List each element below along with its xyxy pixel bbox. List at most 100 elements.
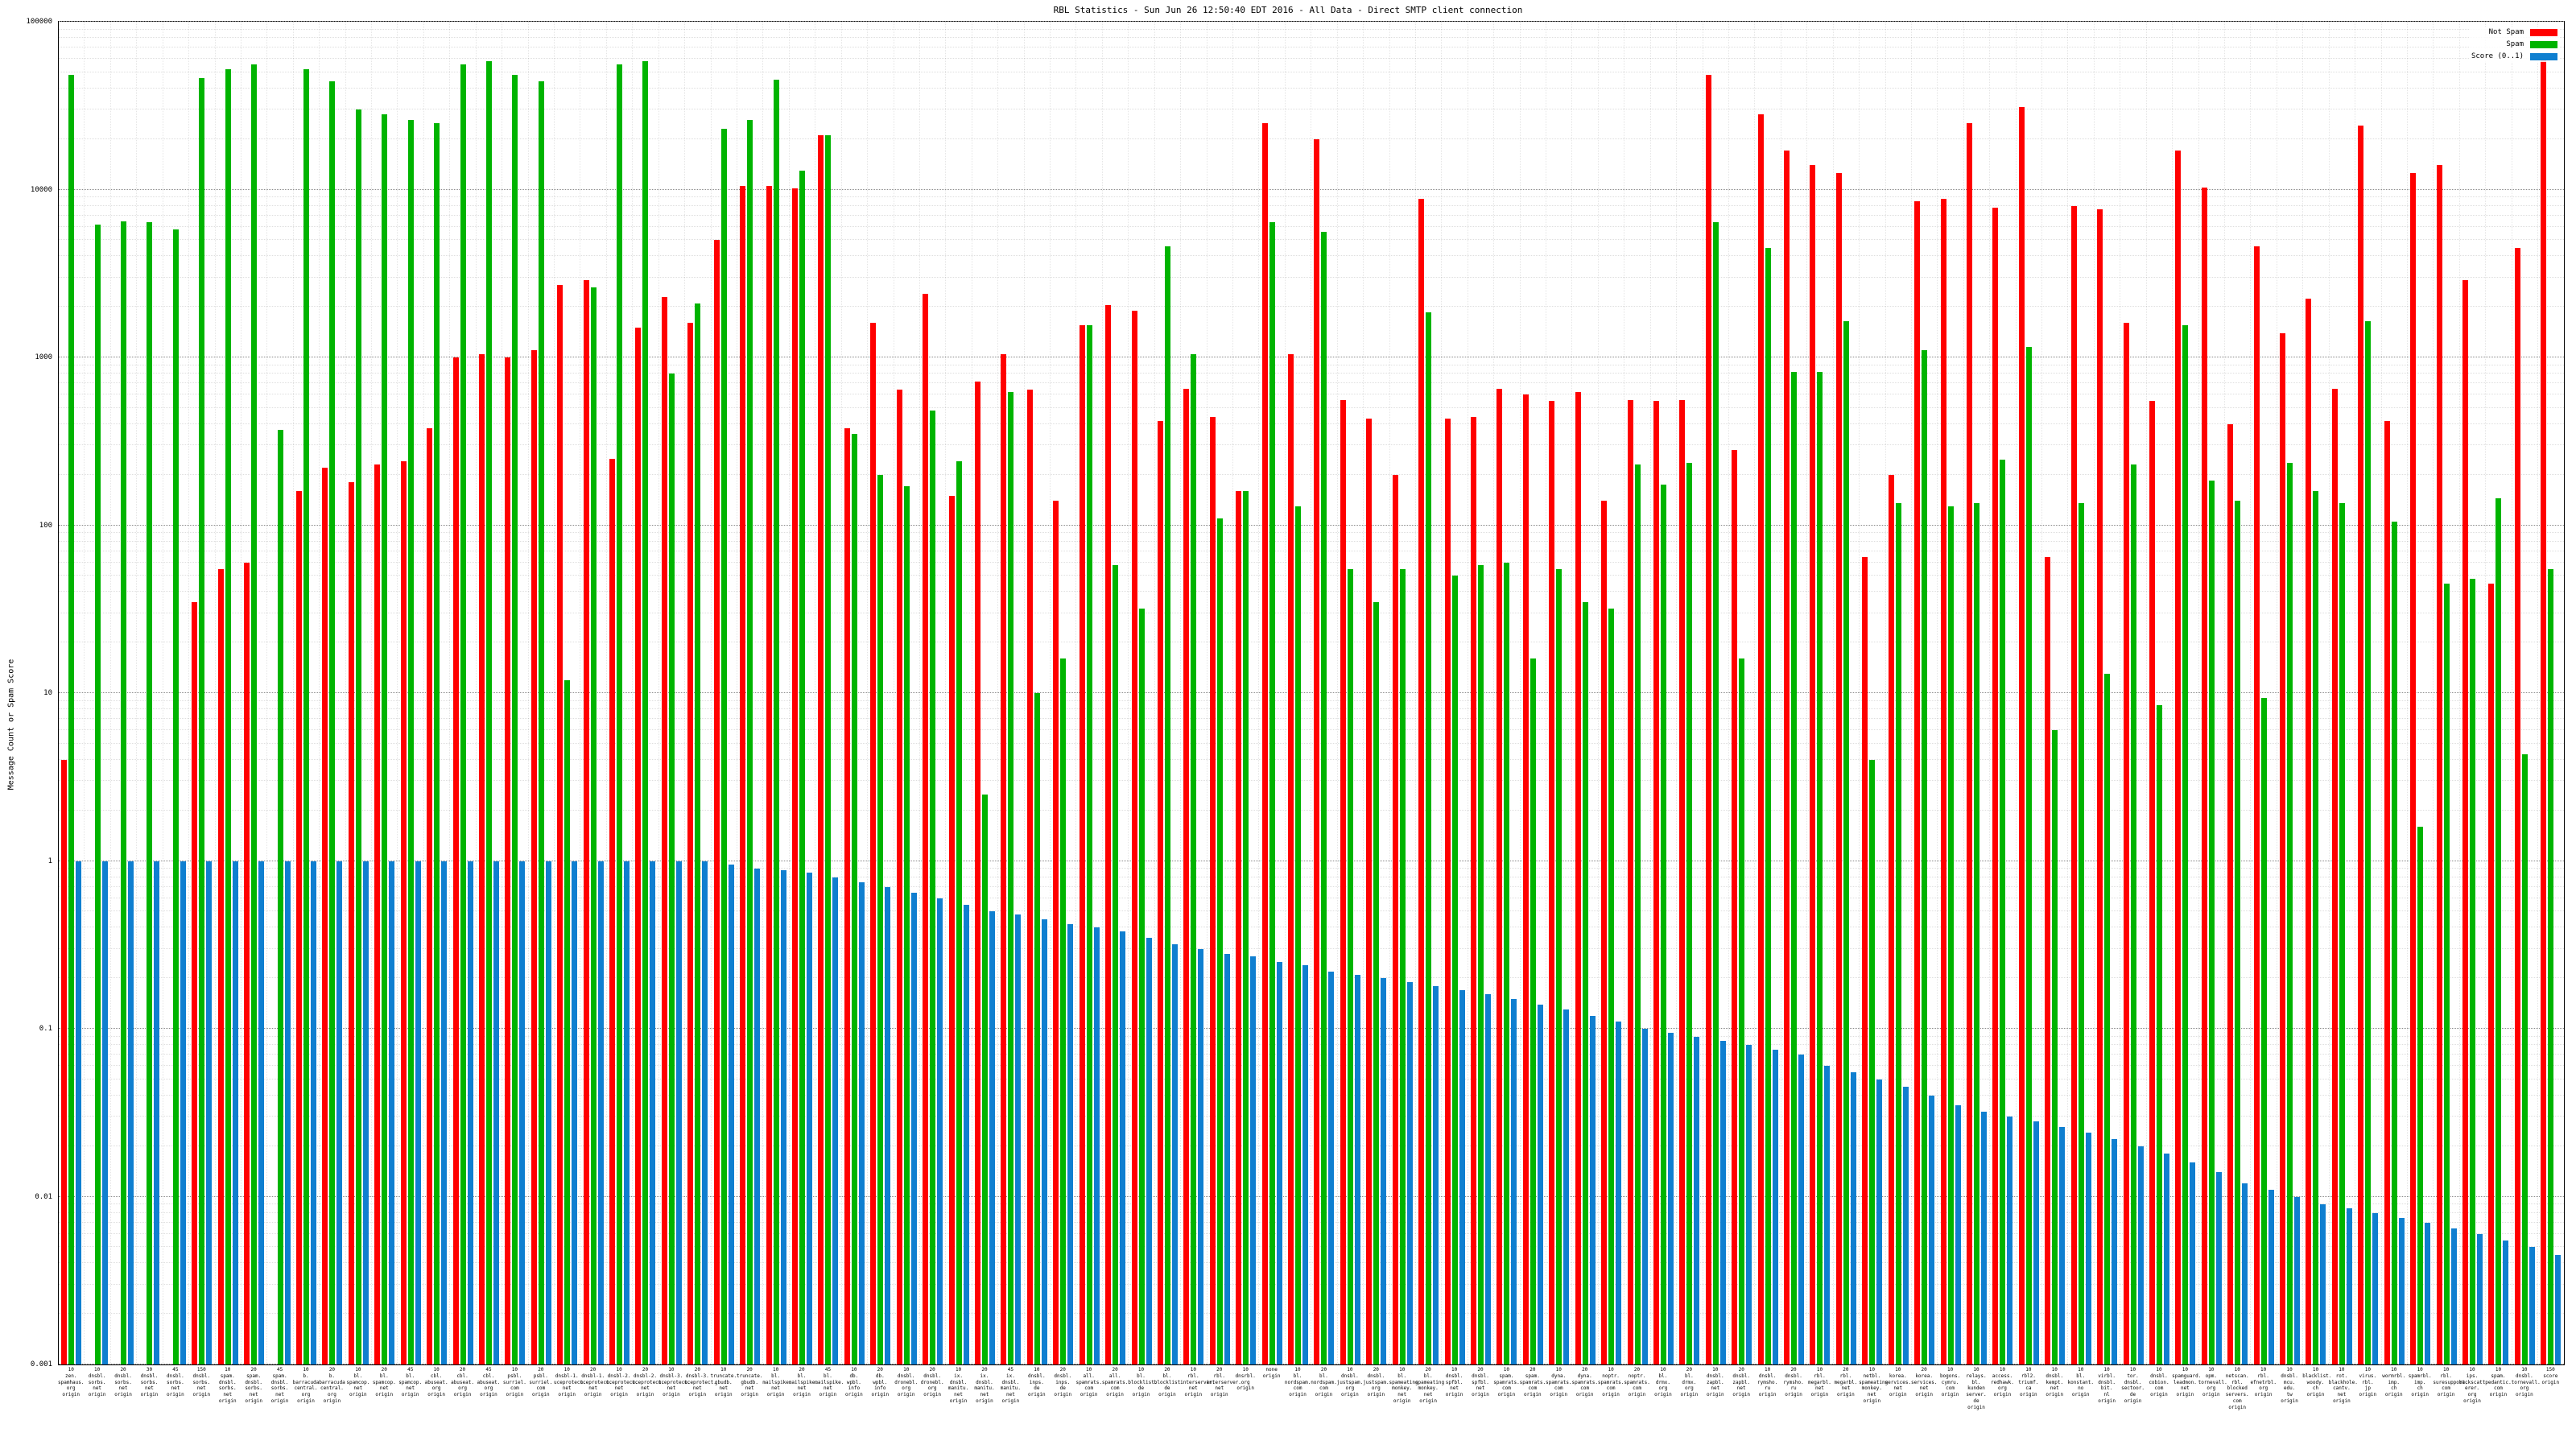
bar-not-spam <box>609 458 616 1364</box>
bar-spam <box>199 78 205 1364</box>
bar-group <box>2355 22 2380 1364</box>
legend-label: Spam <box>2506 40 2524 48</box>
bar-group <box>1546 22 1571 1364</box>
x-category-label: 10 opm. tornevall. org origin <box>2198 1367 2227 1398</box>
minor-gridline <box>59 758 2564 760</box>
bar-spam <box>485 61 492 1364</box>
bar-spam <box>747 119 753 1364</box>
bar-score-0-1 <box>1484 994 1491 1364</box>
minor-gridline <box>59 780 2564 782</box>
bar-score-0-1 <box>1641 1029 1648 1364</box>
bar-not-spam <box>1601 501 1608 1364</box>
bar-group <box>1937 22 1963 1364</box>
bar-spam <box>2548 568 2554 1364</box>
bar-group <box>2198 22 2224 1364</box>
bar-not-spam <box>1522 394 1529 1364</box>
bar-score-0-1 <box>2242 1183 2248 1364</box>
bar-not-spam <box>1810 165 1816 1364</box>
bar-score-0-1 <box>1824 1066 1831 1364</box>
bar-spam <box>2000 460 2006 1364</box>
bar-group <box>1624 22 1649 1364</box>
bar-spam <box>981 794 988 1364</box>
bar-group <box>2224 22 2250 1364</box>
x-category-label: 10 dnsbl-3. uceprotect. net origin <box>658 1367 691 1398</box>
bar-group <box>919 22 945 1364</box>
bar-group <box>397 22 423 1364</box>
bar-spam <box>251 64 258 1364</box>
x-category-label: 10 noptr. spamrats. com origin <box>1597 1367 1624 1398</box>
x-category-label: 20 dnsbl-1. uceprotect. net origin <box>580 1367 613 1398</box>
bar-score-0-1 <box>1250 956 1257 1364</box>
bar-spam <box>564 679 571 1364</box>
bar-spam <box>1164 246 1170 1364</box>
bar-not-spam <box>661 296 667 1364</box>
bar-not-spam <box>1757 114 1764 1364</box>
bar-group <box>1128 22 1154 1364</box>
minor-gridline <box>59 947 2564 949</box>
x-category-label: 10 bl. blocklist. de origin <box>1128 1367 1158 1398</box>
x-category-label: 20 dnsbl. rymsho. ru origin <box>1783 1367 1804 1398</box>
bar-not-spam <box>2045 556 2051 1364</box>
bar-score-0-1 <box>572 861 578 1364</box>
bar-not-spam <box>2306 298 2312 1364</box>
bar-score-0-1 <box>441 861 448 1364</box>
minor-gridline <box>59 575 2564 576</box>
bar-group <box>788 22 815 1364</box>
bar-spam <box>695 303 701 1364</box>
bar-spam <box>2521 754 2528 1364</box>
x-category-label: 20 cbl. abuseat. org origin <box>451 1367 474 1398</box>
minor-gridline <box>59 1065 2564 1067</box>
bar-score-0-1 <box>2190 1162 2196 1364</box>
minor-gridline <box>59 561 2564 563</box>
bar-spam <box>68 75 75 1364</box>
bar-spam <box>2078 503 2084 1364</box>
legend-entry: Spam <box>2471 40 2557 48</box>
minor-gridline <box>59 196 2564 198</box>
bar-score-0-1 <box>2425 1222 2431 1364</box>
bar-group <box>2041 22 2067 1364</box>
minor-gridline <box>59 225 2564 227</box>
bar-score-0-1 <box>2320 1204 2326 1364</box>
bar-spam <box>1347 568 1353 1364</box>
x-category-label: 10 dnsrbl. org origin <box>1235 1367 1256 1392</box>
bar-not-spam <box>2514 247 2520 1364</box>
bar-score-0-1 <box>1511 999 1517 1364</box>
minor-gridline <box>59 423 2564 424</box>
x-category-label: 10 dyna. spamrats. com origin <box>1546 1367 1572 1398</box>
bar-spam <box>1530 658 1536 1364</box>
bar-not-spam <box>740 186 746 1364</box>
bar-spam <box>329 81 336 1364</box>
x-category-label: 10 rot. blackhole. cantv. net origin <box>2328 1367 2358 1404</box>
bar-not-spam <box>1992 208 1999 1364</box>
bar-not-spam <box>713 240 720 1364</box>
bar-spam <box>1504 562 1510 1364</box>
x-category-label: 10 dnsbl. cobion. com origin <box>2149 1367 2169 1398</box>
bar-spam <box>1765 247 1771 1364</box>
bar-group <box>945 22 971 1364</box>
minor-gridline <box>59 540 2564 542</box>
bar-not-spam <box>1575 392 1581 1364</box>
x-category-label: 20 dnsbl. spfbl. net origin <box>1472 1367 1489 1398</box>
bar-spam <box>825 135 832 1364</box>
bar-not-spam <box>478 353 485 1364</box>
x-category-label: 10 dnsbl. rymsho. ru origin <box>1757 1367 1778 1398</box>
bar-group <box>2302 22 2328 1364</box>
bar-spam <box>642 61 649 1364</box>
minor-gridline <box>59 407 2564 408</box>
bar-group <box>475 22 502 1364</box>
x-category-label: 10 dnsbl-1. uceprotect. net origin <box>554 1367 586 1398</box>
x-category-label: 45 bl. mailspike. net origin <box>815 1367 844 1398</box>
bar-group <box>292 22 319 1364</box>
x-category-label: 20 psbl. surriel. com origin <box>529 1367 553 1398</box>
bar-score-0-1 <box>1224 953 1230 1364</box>
bar-spam <box>2104 674 2111 1364</box>
bar-not-spam <box>2070 205 2077 1364</box>
bar-not-spam <box>1862 556 1868 1364</box>
bar-not-spam <box>452 357 459 1364</box>
x-category-label: 10 bl. mailspike. net origin <box>762 1367 792 1398</box>
bar-score-0-1 <box>1537 1004 1543 1364</box>
bar-score-0-1 <box>624 861 630 1364</box>
bar-not-spam <box>1183 389 1190 1364</box>
x-category-label: 10 zen. spamhaus. org origin <box>58 1367 85 1398</box>
bar-score-0-1 <box>1459 989 1465 1364</box>
